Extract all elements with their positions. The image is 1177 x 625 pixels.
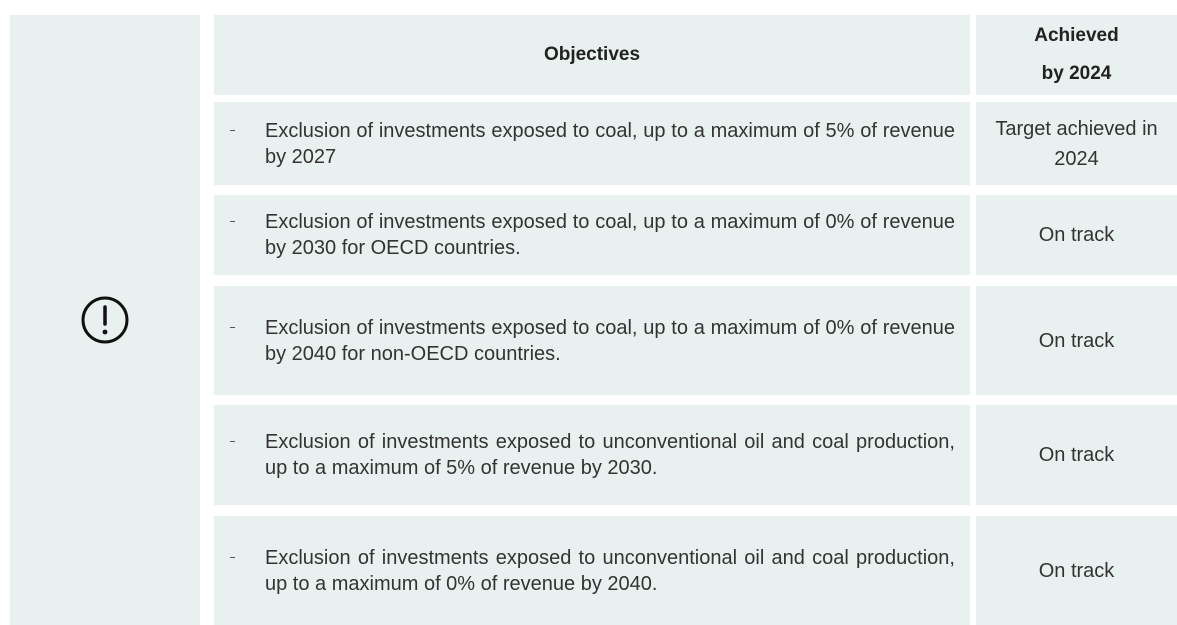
bullet [230,221,235,222]
objective-text: Exclusion of investments exposed to coal… [265,119,955,168]
status-text: Target achieved in 2024 [995,117,1158,170]
status-cell: On track [976,405,1177,505]
header-text: Achieved by 2024 [1034,25,1119,84]
status-cell: On track [976,516,1177,625]
bullet [230,129,235,131]
objective-cell: Exclusion of investments exposed to unco… [214,405,970,505]
warning-icon [81,296,129,344]
status-text: On track [1038,559,1115,582]
status-text: On track [1038,329,1115,352]
bullet [230,556,235,558]
objective-text: Exclusion of investments exposed to coal… [265,211,955,259]
status-text: On track [1038,224,1115,246]
icon-cell [10,15,200,625]
header-text: Objectives [543,44,641,65]
objective-cell: Exclusion of investments exposed to unco… [214,516,970,625]
bullet [230,441,235,442]
header-achieved: Achieved by 2024 [976,15,1177,95]
status-text: On track [1038,444,1115,466]
objective-cell: Exclusion of investments exposed to coal… [214,102,970,185]
objective-cell: Exclusion of investments exposed to coal… [214,195,970,275]
status-cell: On track [976,195,1177,275]
objective-text: Exclusion of investments exposed to coal… [265,316,955,365]
bullet [230,326,235,328]
status-cell: Target achieved in 2024 [976,102,1177,185]
header-objectives: Objectives [214,15,970,95]
objective-text: Exclusion of investments exposed to unco… [265,546,955,595]
objective-text: Exclusion of investments exposed to unco… [265,431,955,479]
objective-cell: Exclusion of investments exposed to coal… [214,286,970,395]
status-cell: On track [976,286,1177,395]
